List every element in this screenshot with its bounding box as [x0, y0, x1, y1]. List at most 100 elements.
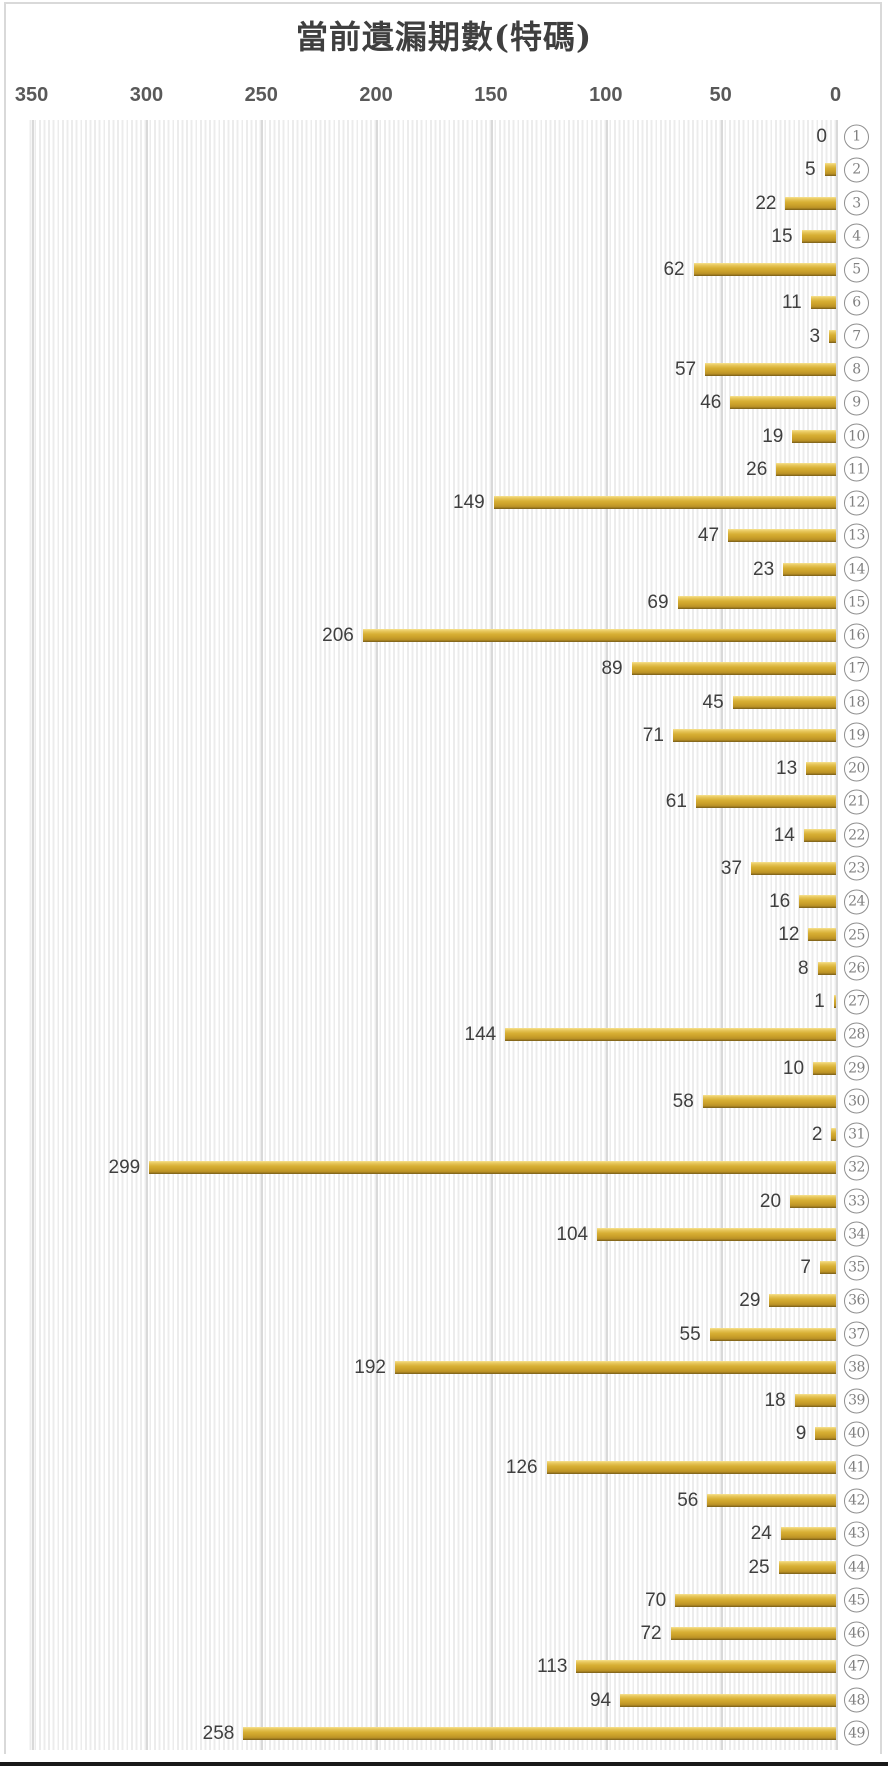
bar-row: 3: [27, 320, 836, 353]
bar: [783, 562, 836, 576]
bar: [829, 329, 836, 343]
bar: [808, 928, 836, 942]
bar-value-label: 70: [645, 1589, 667, 1611]
x-tick-label: 50: [709, 84, 732, 106]
bar-row: 26: [27, 453, 836, 486]
bar-value-label: 16: [769, 891, 791, 913]
chart-title: 當前遺漏期數(特碼): [295, 18, 593, 56]
bar: [776, 462, 836, 476]
x-axis: 350 300 250 200 150 100 50 0: [0, 82, 888, 108]
bar-value-label: 46: [700, 392, 722, 414]
gridline: [31, 120, 34, 1750]
bar-value-label: 14: [773, 824, 795, 846]
gridline: [720, 120, 723, 1750]
bar: [815, 1427, 836, 1441]
gridline: [376, 120, 379, 1750]
bar-row: 56: [27, 1484, 836, 1517]
bar-value-label: 126: [505, 1456, 538, 1478]
bar: [677, 595, 836, 609]
bar: [831, 1128, 836, 1142]
x-tick-label: 300: [129, 84, 164, 106]
bar-value-label: 206: [322, 625, 354, 647]
bar: [705, 362, 836, 376]
bar-row: 1: [27, 985, 836, 1018]
bar-value-label: 149: [453, 492, 485, 514]
bottom-border: [0, 1762, 888, 1766]
bar: [707, 1494, 836, 1507]
bar-row: 5: [27, 153, 836, 186]
bar: [243, 1726, 836, 1740]
bar-row: 70: [27, 1584, 836, 1617]
bar-value-label: 299: [108, 1157, 141, 1179]
bar: [833, 995, 836, 1009]
bar-value-label: 71: [642, 724, 664, 746]
bar: [597, 1227, 836, 1241]
bar: [813, 1061, 836, 1075]
bar: [695, 795, 836, 809]
bar: [702, 1094, 836, 1108]
bar-value-label: 26: [746, 458, 768, 480]
bar-value-label: 47: [697, 525, 720, 547]
bar: [149, 1161, 836, 1175]
bar: [675, 1593, 836, 1607]
bar-row: 9: [27, 1417, 836, 1450]
bar-row: 29: [27, 1284, 836, 1317]
bar-value-label: 10: [782, 1057, 805, 1079]
bar: [785, 196, 836, 210]
bar-value-label: 58: [672, 1090, 694, 1112]
bar-row: 14: [27, 819, 836, 852]
bar-value-label: 113: [537, 1656, 568, 1678]
bar-value-label: 2: [811, 1124, 823, 1146]
bar: [546, 1460, 836, 1474]
gridline: [605, 120, 608, 1750]
bar-row: 8: [27, 952, 836, 985]
bar: [362, 629, 836, 643]
bar: [670, 1627, 836, 1641]
bar: [620, 1693, 836, 1707]
bar-value-label: 9: [795, 1423, 807, 1445]
bar-row: 16: [27, 885, 836, 918]
bar-row: 24: [27, 1517, 836, 1550]
bar-row: 13: [27, 752, 836, 785]
bar-row: 25: [27, 1550, 836, 1583]
bar-row: 15: [27, 220, 836, 253]
bar: [801, 229, 836, 243]
bar-row: 299: [27, 1151, 836, 1184]
bar-row: 10: [27, 1051, 836, 1084]
bar: [819, 1261, 836, 1275]
bar: [780, 1527, 836, 1541]
bar: [810, 296, 836, 310]
bar-value-label: 37: [720, 857, 743, 879]
gridline: [261, 120, 264, 1750]
bar-row: 89: [27, 652, 836, 685]
bar-row: 94: [27, 1683, 836, 1716]
bar-row: 37: [27, 852, 836, 885]
plot-area: 0 5 22 15 62 11 3 57 46 19 26 149 47 23 69 206 89 45 71 13 6…: [27, 120, 838, 1750]
bar: [505, 1028, 836, 1042]
bar-row: 23: [27, 552, 836, 585]
gridline: [146, 120, 149, 1750]
bar-row: 0: [27, 120, 836, 153]
bar-row: 45: [27, 686, 836, 719]
bar-row: 18: [27, 1384, 836, 1417]
bar-row: 55: [27, 1318, 836, 1351]
bar-value-label: 12: [778, 924, 800, 946]
bar-row: 7: [27, 1251, 836, 1284]
bar-value-label: 29: [739, 1290, 761, 1312]
bar-row: 2: [27, 1118, 836, 1151]
bar: [394, 1360, 836, 1374]
bar-value-label: 89: [601, 658, 623, 680]
bar-value-label: 94: [589, 1689, 612, 1711]
bar-value-label: 45: [702, 691, 724, 713]
x-tick-label: 150: [474, 84, 508, 106]
bar-row: 258: [27, 1717, 836, 1750]
bar: [751, 861, 836, 875]
bar-row: 104: [27, 1218, 836, 1251]
bar: [672, 728, 836, 742]
bar-value-label: 8: [798, 957, 809, 979]
bar: [778, 1560, 836, 1574]
bar-value-label: 144: [464, 1024, 497, 1046]
bar-value-label: 258: [202, 1722, 235, 1744]
bar-value-label: 3: [809, 325, 821, 347]
bar-row: 126: [27, 1451, 836, 1484]
